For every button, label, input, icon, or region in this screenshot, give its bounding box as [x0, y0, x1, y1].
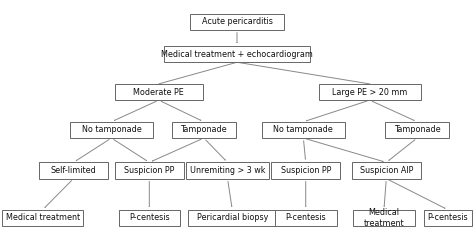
Text: Suspicion AIP: Suspicion AIP — [360, 166, 413, 175]
Text: Suspicion PP: Suspicion PP — [124, 166, 174, 175]
Text: Large PE > 20 mm: Large PE > 20 mm — [332, 87, 408, 97]
FancyBboxPatch shape — [424, 210, 472, 226]
Text: Pericardial biopsy: Pericardial biopsy — [197, 213, 268, 222]
Text: No tamponade: No tamponade — [82, 125, 141, 134]
FancyBboxPatch shape — [190, 13, 284, 30]
Text: Suspicion PP: Suspicion PP — [281, 166, 331, 175]
FancyBboxPatch shape — [186, 162, 269, 179]
FancyBboxPatch shape — [275, 210, 337, 226]
FancyBboxPatch shape — [39, 162, 108, 179]
FancyBboxPatch shape — [172, 122, 236, 138]
Text: Medical
treatment: Medical treatment — [364, 208, 404, 228]
Text: P-centesis: P-centesis — [129, 213, 170, 222]
Text: Tamponade: Tamponade — [394, 125, 440, 134]
Text: P-centesis: P-centesis — [428, 213, 468, 222]
Text: Tamponade: Tamponade — [181, 125, 227, 134]
FancyBboxPatch shape — [262, 122, 345, 138]
FancyBboxPatch shape — [70, 122, 153, 138]
FancyBboxPatch shape — [385, 122, 449, 138]
Text: Moderate PE: Moderate PE — [133, 87, 184, 97]
FancyBboxPatch shape — [188, 210, 276, 226]
FancyBboxPatch shape — [319, 84, 420, 100]
Text: Acute pericarditis: Acute pericarditis — [201, 17, 273, 26]
Text: P-centesis: P-centesis — [285, 213, 326, 222]
FancyBboxPatch shape — [118, 210, 180, 226]
Text: Medical treatment + echocardiogram: Medical treatment + echocardiogram — [161, 50, 313, 59]
Text: No tamponade: No tamponade — [273, 125, 333, 134]
FancyBboxPatch shape — [164, 46, 310, 62]
FancyBboxPatch shape — [353, 210, 415, 226]
FancyBboxPatch shape — [2, 210, 83, 226]
Text: Unremiting > 3 wk: Unremiting > 3 wk — [190, 166, 265, 175]
FancyBboxPatch shape — [352, 162, 420, 179]
FancyBboxPatch shape — [115, 162, 183, 179]
FancyBboxPatch shape — [115, 84, 202, 100]
Text: Self-limited: Self-limited — [51, 166, 96, 175]
Text: Medical treatment: Medical treatment — [6, 213, 80, 222]
FancyBboxPatch shape — [271, 162, 340, 179]
